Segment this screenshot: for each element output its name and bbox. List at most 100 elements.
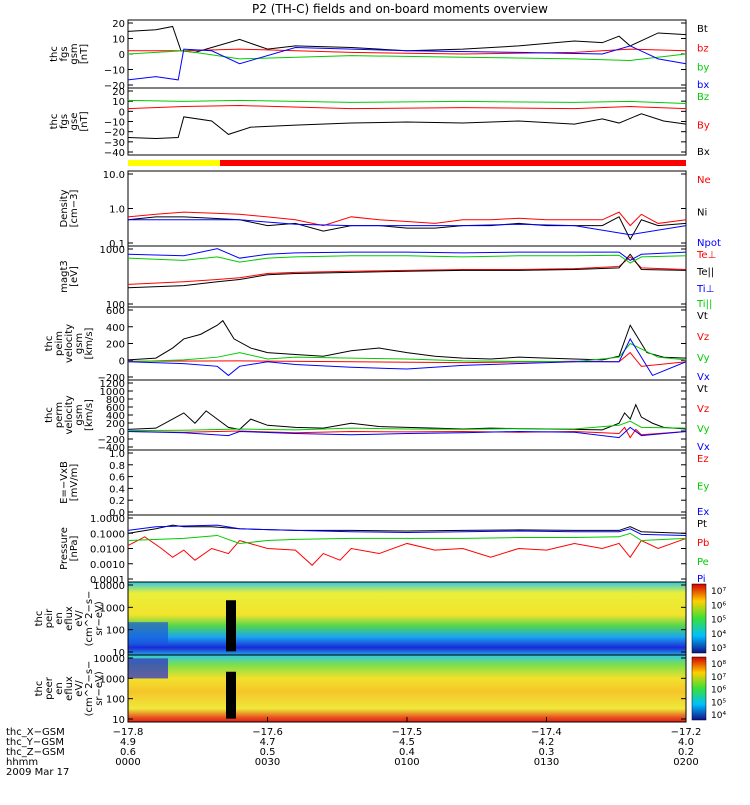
series-line-Vy xyxy=(127,342,687,363)
y-tick-label: 1000 xyxy=(100,674,125,685)
colorbar-tick-label: 10⁶ xyxy=(711,686,726,696)
spectrogram-image xyxy=(128,582,686,655)
y-tick-label: 10.0 xyxy=(103,170,125,181)
y-label-line: sr−eV) xyxy=(94,601,105,636)
y-axis-label: thc perm velocity gsm [km/s] xyxy=(44,395,95,434)
y-tick-label: 0.1 xyxy=(109,239,125,250)
y-tick-label: 1000 xyxy=(100,245,125,256)
legend-entry: Vx xyxy=(697,372,710,383)
y-label-line: eflux xyxy=(64,606,75,631)
series-line-Bz xyxy=(127,99,687,104)
y-tick-label: −10 xyxy=(104,66,125,77)
spectrogram-feature xyxy=(128,622,168,645)
x-tick-label: −17.5 xyxy=(392,727,423,738)
series-line-bz xyxy=(128,48,687,55)
y-tick-label: 0.0 xyxy=(109,508,125,519)
y-label-line: (cm^2−s− xyxy=(84,591,95,647)
y-tick-label: 0 xyxy=(119,107,125,118)
series-line-Ti⊥ xyxy=(127,248,687,261)
series-line-Te|| xyxy=(127,253,687,289)
status-bar-yellow xyxy=(128,160,220,166)
y-axis-label: magt3 [eV] xyxy=(59,260,80,293)
y-tick-label: 10000 xyxy=(93,654,125,665)
data-gap xyxy=(226,600,236,652)
y-tick-label: 200 xyxy=(106,419,125,430)
y-tick-label: 1200 xyxy=(100,379,125,390)
colorbar-tick-label: 10⁴ xyxy=(711,711,726,721)
series-line-Pi xyxy=(127,524,687,536)
y-tick-label: 0.2 xyxy=(109,496,125,507)
y-label-line: Pressure xyxy=(59,527,70,570)
legend-entry: Vy xyxy=(697,353,710,364)
colorbar-tick-label: 10⁸ xyxy=(711,660,726,670)
series-line-Pb xyxy=(127,536,687,566)
spectrogram-image xyxy=(128,655,686,722)
legend-entry: bz xyxy=(697,43,709,54)
series-line-By xyxy=(127,105,687,110)
x-tick-label: −17.6 xyxy=(252,727,283,738)
colorbar-tick-label: 10⁵ xyxy=(711,698,726,708)
legend-entry: Ez xyxy=(697,454,709,465)
y-axis-label: thc peir en eflux eV/(cm^2−s− sr−eV) xyxy=(34,591,105,647)
panel-density: 10.0 1.0 0.1 Density [cm−3] Ne Ni Npot xyxy=(59,170,721,250)
y-tick-label: 600 xyxy=(106,306,125,317)
y-label-line: eflux xyxy=(64,676,75,701)
y-label-line: thc xyxy=(34,681,45,697)
y-tick-label: 10 xyxy=(112,35,125,46)
series-line-Vt xyxy=(127,319,687,361)
legend-entry: Ex xyxy=(697,507,709,518)
y-tick-label: 0.1000 xyxy=(90,529,125,540)
y-tick-label: −30 xyxy=(104,138,125,149)
colorbar-tick-label: 10³ xyxy=(711,644,726,654)
y-axis-label: thc peer en eflux eV/(cm^2−s− sr−eV) xyxy=(34,661,105,717)
series-line-Bt xyxy=(127,25,687,53)
legend-entry: Te|| xyxy=(696,267,714,278)
spectrogram-feature xyxy=(128,658,168,679)
y-axis-label: Density [cm−3] xyxy=(59,189,80,227)
status-bar xyxy=(128,160,686,166)
x-tick-label: 0.5 xyxy=(260,747,276,758)
x-tick-label: 0.3 xyxy=(539,747,555,758)
y-label-line: [nT] xyxy=(79,111,90,131)
x-tick-label: 0.2 xyxy=(678,747,694,758)
y-label-line: en xyxy=(54,612,65,625)
legend-entry: By xyxy=(697,121,710,132)
panel-pressure: 1.0000 0.1000 0.0100 0.0010 0.0001 Pressure [n… xyxy=(59,514,709,586)
y-label-line: peer xyxy=(44,676,55,700)
legend-entry: Vt xyxy=(697,384,708,395)
y-axis-label: thc fgs gse [nT] xyxy=(49,111,90,131)
y-label-line: sr−eV) xyxy=(94,671,105,706)
y-label-line: magt3 xyxy=(59,260,70,293)
y-tick-label: 100 xyxy=(106,300,125,311)
panel-ion-spectrogram: 10⁷ 10⁶ 10⁵ 10⁴ 10³ 10000 1000 100 10 thc peir en ef… xyxy=(34,581,726,659)
legend-entry: Te⊥ xyxy=(696,250,716,261)
legend-entry: Pi xyxy=(697,574,706,585)
x-tick-label: 4.2 xyxy=(539,737,555,748)
y-tick-label: −20 xyxy=(104,81,125,92)
y-label-line: [km/s] xyxy=(84,327,95,359)
x-tick-label: −17.2 xyxy=(671,727,702,738)
x-tick-label: 4.0 xyxy=(678,737,694,748)
y-tick-label: 10000 xyxy=(93,581,125,592)
x-tick-label: 4.5 xyxy=(399,737,415,748)
y-tick-label: 1.0 xyxy=(109,449,125,460)
y-label-line: gsm xyxy=(74,404,85,425)
x-tick-label: 0.6 xyxy=(120,747,136,758)
y-label-line: velocity xyxy=(64,324,75,363)
y-tick-label: −20 xyxy=(104,128,125,139)
y-tick-label: 600 xyxy=(106,403,125,414)
y-label-line: en xyxy=(54,682,65,695)
x-tick-label: 4.7 xyxy=(260,737,276,748)
panel-frame xyxy=(127,449,687,516)
legend-entry: by xyxy=(697,63,709,74)
y-tick-label: 0.0001 xyxy=(90,575,125,586)
y-tick-label: 100 xyxy=(106,695,125,706)
panel-temperature: 1000 100 magt3 [eV] Te⊥ Te|| Ti⊥ Ti|| xyxy=(59,245,716,311)
colorbar-tick-label: 10⁷ xyxy=(711,587,726,597)
legend-entry: Vt xyxy=(697,311,708,322)
x-tick-label: 0100 xyxy=(394,757,419,768)
y-label-line: eV/ xyxy=(74,680,85,697)
legend-entry: Ne xyxy=(697,175,711,186)
y-label-line: (cm^2−s− xyxy=(84,661,95,717)
